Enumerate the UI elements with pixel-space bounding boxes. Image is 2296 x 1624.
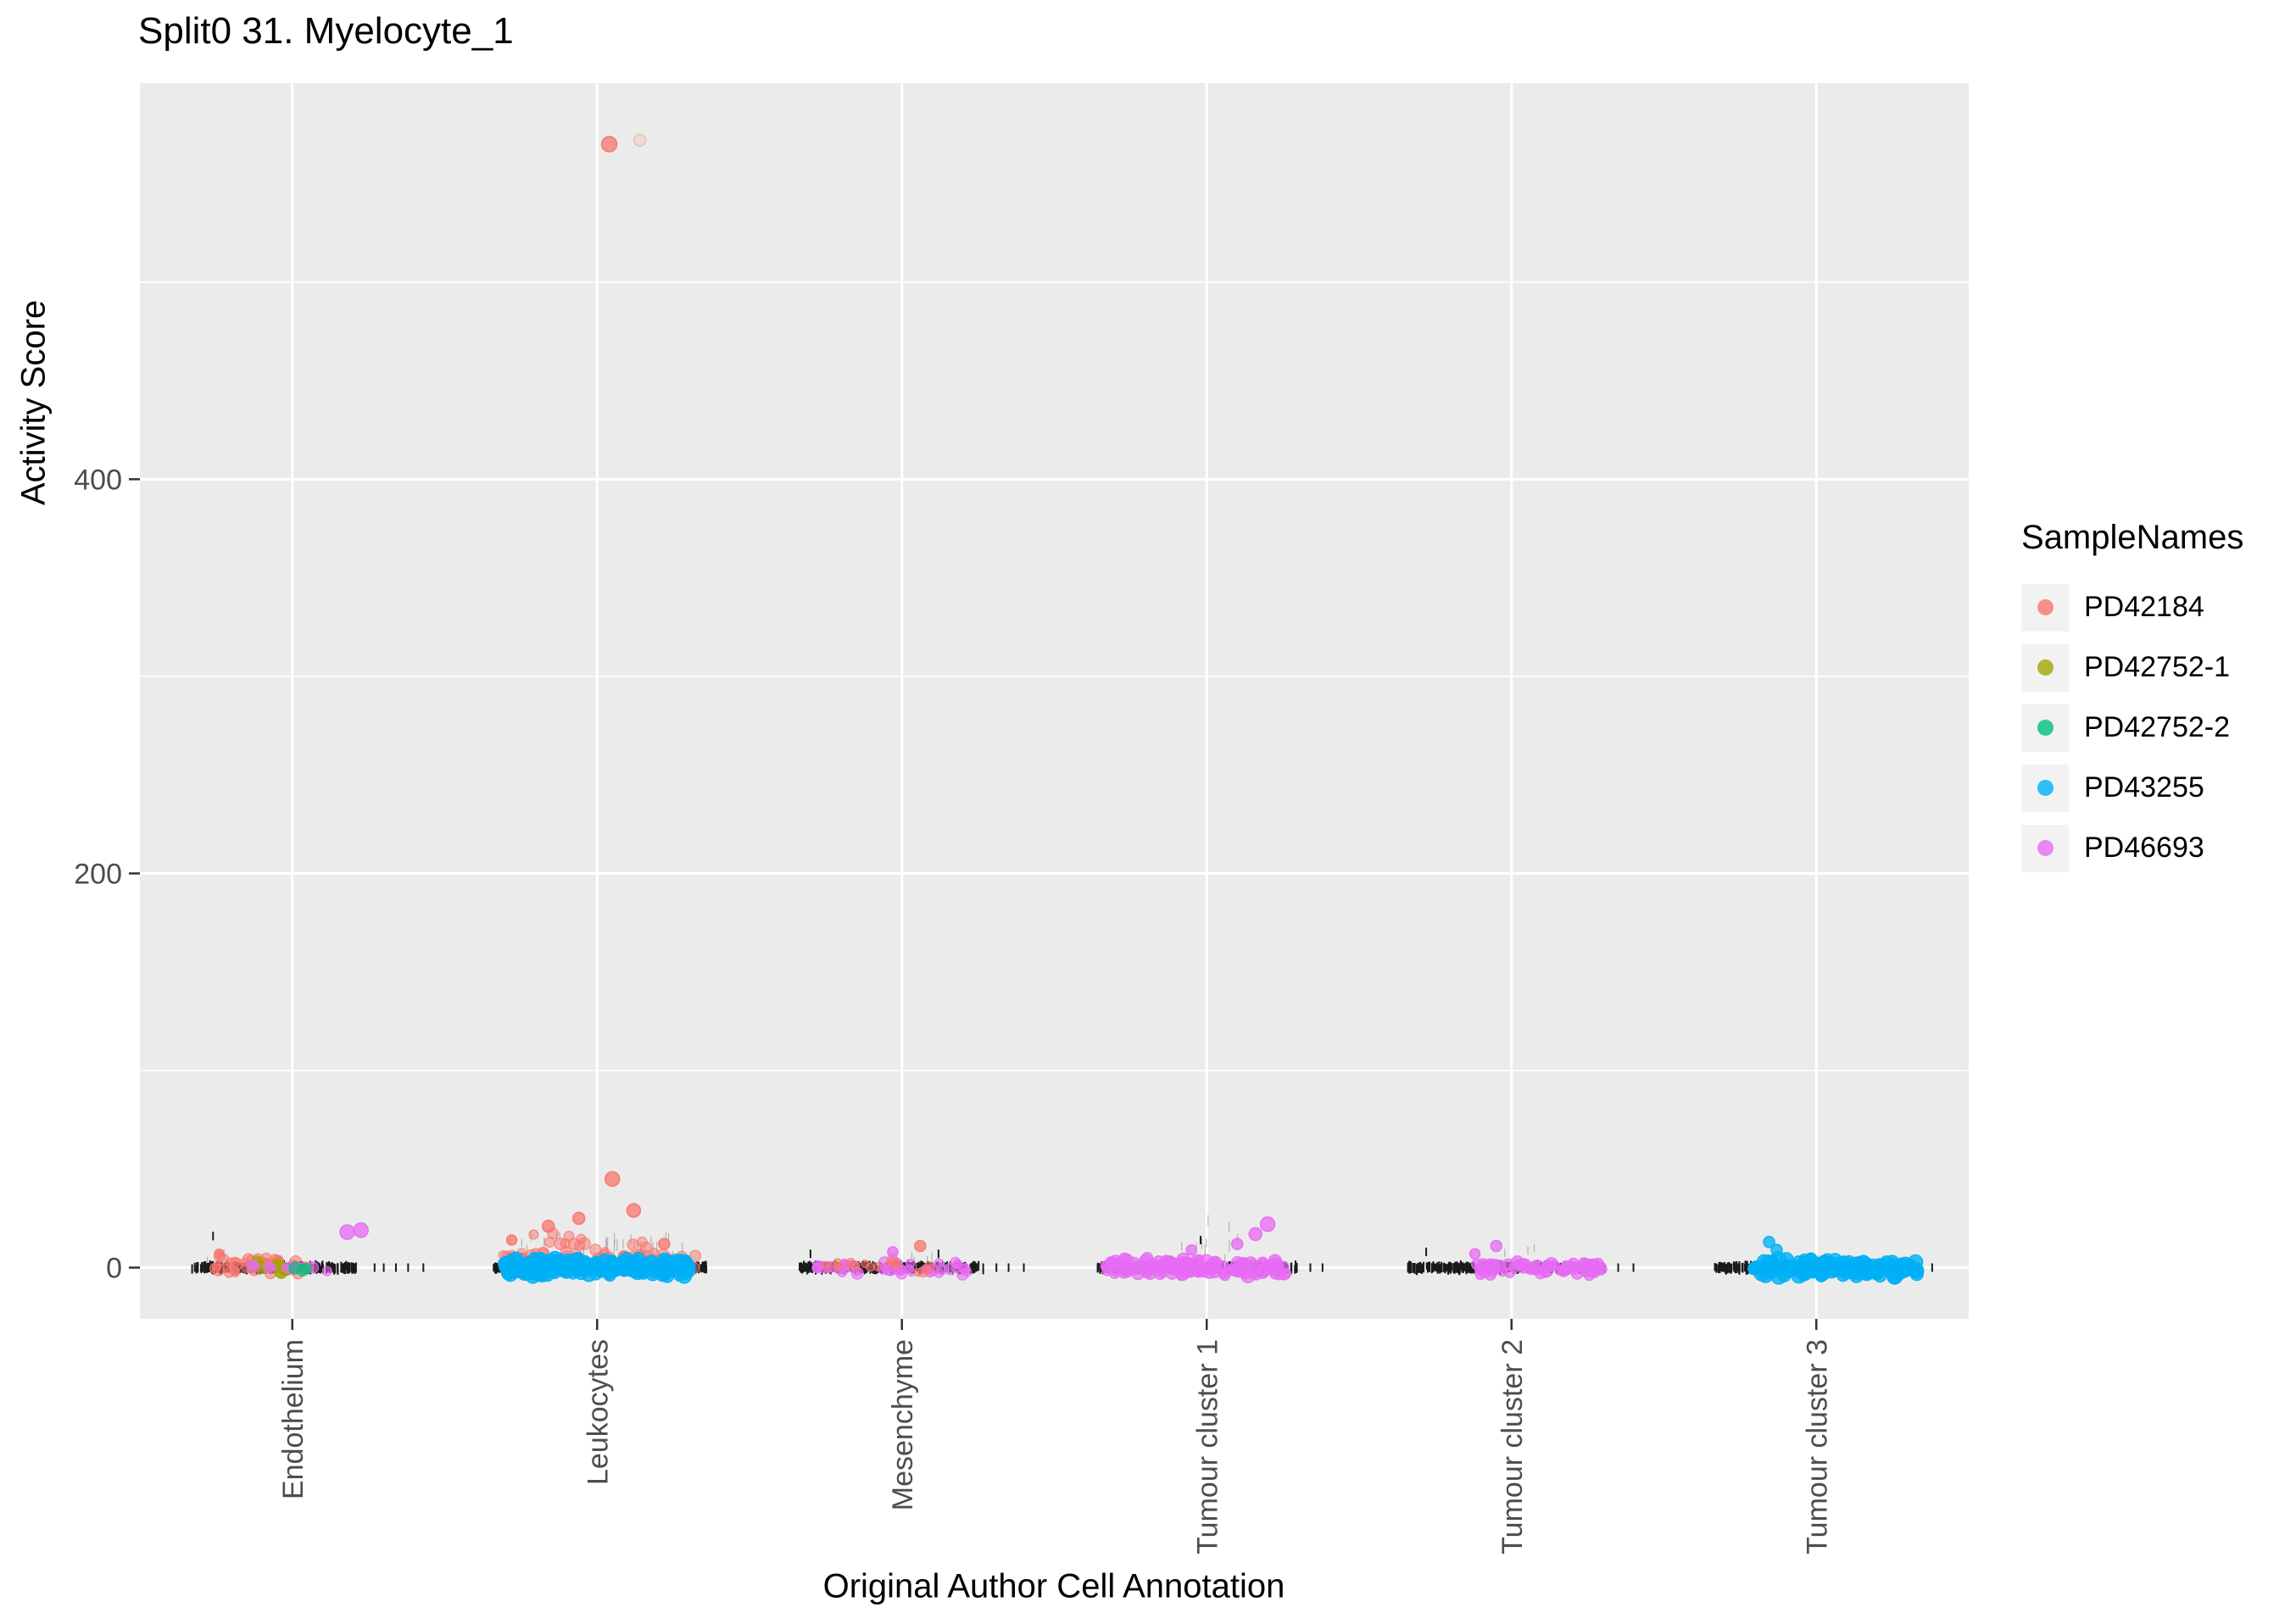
legend-label: PD42184 (2084, 591, 2204, 623)
legend-entry-PD42184: PD42184 (2021, 577, 2243, 637)
y-tick-label: 0 (106, 1253, 122, 1285)
x-tick-label: Mesenchyme (887, 1339, 919, 1510)
legend-entries: PD42184 PD42752-1 PD42752-2 PD43255 PD46693 (2021, 577, 2243, 878)
legend: SampleNames PD42184 PD42752-1 PD42752-2 PD4… (2021, 519, 2243, 878)
legend-key (2021, 824, 2069, 872)
outlier-point (1248, 1226, 1263, 1242)
legend-label: PD42752-1 (2084, 651, 2231, 683)
gridlines (140, 83, 1969, 1319)
jitter-points-Endothelium-PD42752-2 (288, 1261, 312, 1276)
legend-point-icon (2037, 720, 2054, 736)
x-tick-label: Tumour cluster 3 (1801, 1339, 1833, 1554)
legend-entry-PD46693: PD46693 (2021, 818, 2243, 878)
outlier-point (214, 1249, 225, 1260)
outlier-point (541, 1219, 555, 1233)
outlier-point (571, 1211, 586, 1226)
plot-title: Split0 31. Myelocyte_1 (138, 10, 514, 52)
legend-key (2021, 764, 2069, 812)
outlier-point (353, 1222, 369, 1238)
y-axis-title: Activity Score (14, 299, 53, 506)
legend-point-icon (2037, 599, 2054, 615)
outlier-point (1185, 1243, 1198, 1256)
outlier-point (633, 133, 647, 147)
outlier-point (658, 1237, 671, 1250)
legend-label: PD42752-2 (2084, 711, 2231, 743)
legend-label: PD43255 (2084, 771, 2204, 804)
outlier-point (1468, 1248, 1481, 1260)
outlier-point (1763, 1236, 1775, 1249)
outlier-point (604, 1171, 621, 1187)
x-tick-label: Endothelium (277, 1339, 309, 1499)
outlier-point (1770, 1243, 1783, 1256)
x-tick-label: Tumour cluster 2 (1496, 1339, 1529, 1554)
y-tick-label: 200 (74, 858, 122, 890)
y-tick-label: 400 (74, 464, 122, 496)
legend-key (2021, 643, 2069, 692)
outlier-point (914, 1239, 927, 1253)
x-tick-label: Tumour cluster 1 (1191, 1339, 1223, 1554)
legend-entry-PD43255: PD43255 (2021, 758, 2243, 818)
legend-point-icon (2037, 840, 2054, 856)
legend-entry-PD42752-1: PD42752-1 (2021, 637, 2243, 698)
legend-label: PD46693 (2084, 831, 2204, 864)
x-axis-title: Original Author Cell Annotation (822, 1567, 1285, 1605)
legend-key (2021, 704, 2069, 752)
panel-background (140, 83, 1969, 1319)
jitter-points-Tumour cluster 1-PD46693 (1100, 1252, 1292, 1284)
outlier-point (339, 1224, 355, 1240)
jitter-points-Mesenchyme-PD42184 (822, 1254, 935, 1278)
outlier-point (1259, 1216, 1276, 1232)
y-axis: 0 200 400 (74, 464, 140, 1285)
outlier-point (887, 1246, 899, 1258)
outlier-points (214, 133, 1783, 1260)
jitter-points-Leukocytes-PD42184 (528, 1227, 653, 1256)
legend-point-icon (2037, 659, 2054, 676)
legend-point-icon (2037, 780, 2054, 796)
legend-key (2021, 583, 2069, 631)
outlier-point (600, 136, 618, 153)
outlier-point (626, 1203, 642, 1218)
legend-title: SampleNames (2021, 519, 2244, 556)
jitter-points-Leukocytes-PD43255 (498, 1250, 696, 1284)
legend-entry-PD42752-2: PD42752-2 (2021, 698, 2243, 758)
jitter-points-Tumour cluster 2-PD46693 (1471, 1255, 1608, 1282)
x-tick-label: Leukocytes (582, 1339, 614, 1485)
x-axis: Endothelium Leukocytes Mesenchyme Tumour cl… (277, 1319, 1833, 1554)
outlier-point (505, 1234, 518, 1246)
outlier-point (1230, 1237, 1244, 1250)
outlier-point (1490, 1239, 1503, 1253)
jitter-points-Tumour cluster 3-PD43255 (1747, 1251, 1925, 1285)
